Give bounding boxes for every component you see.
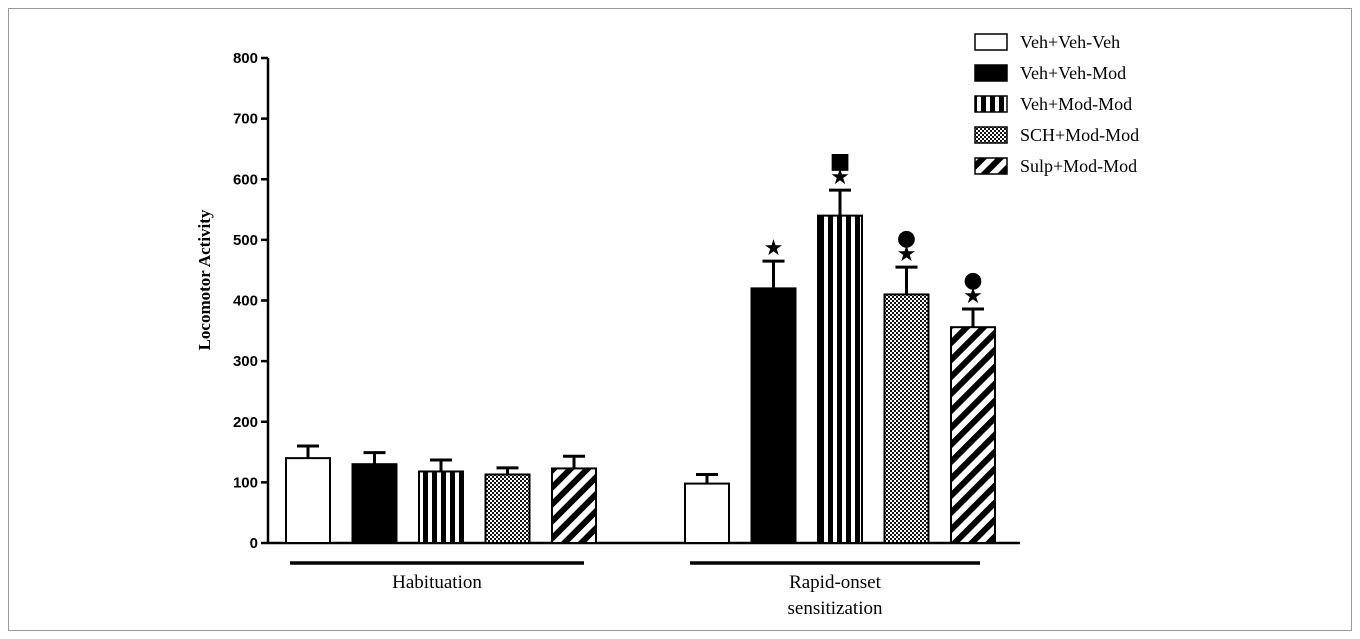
legend-label: SCH+Mod-Mod bbox=[1020, 125, 1139, 145]
y-tick-label: 100 bbox=[233, 474, 258, 491]
group-lines: Habituation Rapid-onset sensitization bbox=[290, 561, 980, 619]
group-label: Habituation bbox=[392, 572, 482, 593]
legend-swatch bbox=[974, 157, 1008, 175]
legend-label: Veh+Mod-Mod bbox=[1020, 94, 1132, 114]
legend-swatch bbox=[974, 64, 1008, 82]
y-tick-label: 0 bbox=[250, 535, 258, 552]
legend-label: Veh+Veh-Mod bbox=[1020, 63, 1126, 83]
bar bbox=[551, 467, 597, 544]
bar bbox=[351, 463, 398, 544]
legend-swatch bbox=[974, 95, 1008, 113]
legend-label: Veh+Veh-Veh bbox=[1020, 32, 1120, 52]
bar bbox=[484, 473, 531, 544]
significance-marker: ★ bbox=[764, 236, 784, 261]
legend: Veh+Veh-Veh Veh+Veh-Mod Veh+Mod-Mod SCH+Mod… bbox=[974, 32, 1139, 176]
significance-marker: ★ bbox=[830, 165, 850, 190]
bar bbox=[750, 287, 797, 544]
y-tick-label: 800 bbox=[233, 50, 258, 67]
y-tick-label: 500 bbox=[233, 232, 258, 249]
significance-marker: ● bbox=[897, 226, 916, 251]
y-axis: 0 100 200 300 400 500 600 700 800 bbox=[233, 50, 1020, 552]
y-tick-label: 700 bbox=[233, 111, 258, 128]
group-label-line2: sensitization bbox=[788, 598, 883, 619]
y-tick-label: 600 bbox=[233, 171, 258, 188]
legend-label: Sulp+Mod-Mod bbox=[1020, 156, 1137, 176]
bar bbox=[684, 482, 730, 544]
figure-frame bbox=[8, 8, 1352, 631]
bar bbox=[418, 470, 464, 544]
y-tick-label: 400 bbox=[233, 293, 258, 310]
significance-marker: ★ bbox=[897, 242, 917, 267]
group-label: Rapid-onset bbox=[789, 572, 882, 593]
legend-swatch bbox=[974, 126, 1008, 144]
bar bbox=[817, 214, 863, 544]
y-axis-label: Locomotor Activity bbox=[195, 209, 214, 350]
significance-marker: ■ bbox=[830, 149, 851, 174]
bar bbox=[950, 326, 996, 544]
bars: ★★■★●★● bbox=[285, 149, 996, 544]
significance-marker: ★ bbox=[963, 284, 983, 309]
y-tick-label: 300 bbox=[233, 353, 258, 370]
bar bbox=[883, 293, 930, 544]
bar bbox=[285, 457, 331, 544]
y-tick-label: 200 bbox=[233, 414, 258, 431]
legend-swatch bbox=[974, 33, 1008, 51]
significance-marker: ● bbox=[963, 268, 982, 293]
